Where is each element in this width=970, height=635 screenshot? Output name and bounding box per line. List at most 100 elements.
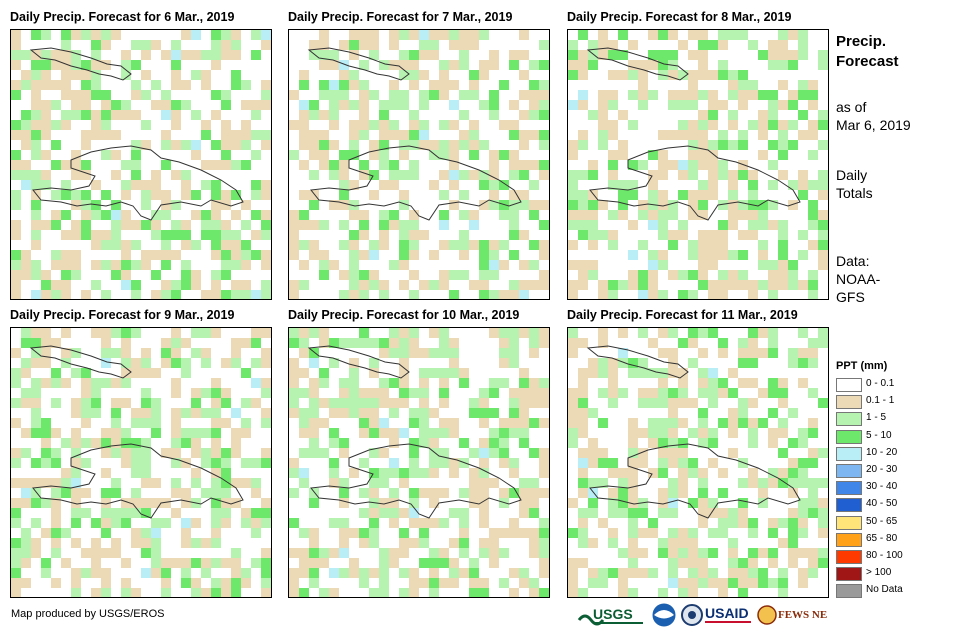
- precip-cell: [309, 388, 319, 398]
- precip-cell: [568, 398, 578, 408]
- precip-cell: [151, 478, 161, 488]
- precip-cell: [201, 160, 211, 170]
- precip-cell: [409, 130, 419, 140]
- precip-cell: [81, 70, 91, 80]
- precip-cell: [261, 220, 271, 230]
- precip-cell: [399, 398, 409, 408]
- precip-cell: [11, 368, 21, 378]
- precip-cell: [241, 160, 251, 170]
- precip-cell: [131, 150, 141, 160]
- precip-cell: [808, 180, 818, 190]
- precip-cell: [191, 408, 201, 418]
- precip-cell: [21, 140, 31, 150]
- precip-cell: [608, 150, 618, 160]
- precip-cell: [309, 140, 319, 150]
- precip-cell: [241, 458, 251, 468]
- precip-cell: [191, 348, 201, 358]
- precip-cell: [261, 568, 271, 578]
- precip-cell: [718, 588, 728, 597]
- precip-cell: [409, 328, 419, 338]
- precip-cell: [608, 170, 618, 180]
- precip-cell: [608, 100, 618, 110]
- precip-cell: [201, 290, 211, 299]
- coastline: [29, 47, 132, 81]
- precip-cell: [509, 408, 519, 418]
- precip-cell: [698, 548, 708, 558]
- precip-cell: [429, 80, 439, 90]
- precip-cell: [191, 428, 201, 438]
- precip-cell: [708, 180, 718, 190]
- precip-cell: [141, 528, 151, 538]
- precip-cell: [419, 428, 429, 438]
- precip-cell: [748, 220, 758, 230]
- precip-cell: [51, 140, 61, 150]
- precip-cell: [469, 398, 479, 408]
- precip-cell: [499, 438, 509, 448]
- precip-cell: [708, 498, 718, 508]
- precip-cell: [171, 170, 181, 180]
- precip-cell: [231, 338, 241, 348]
- precip-cell: [131, 528, 141, 538]
- precip-cell: [11, 60, 21, 70]
- precip-cell: [211, 220, 221, 230]
- precip-cell: [768, 328, 778, 338]
- precip-cell: [151, 180, 161, 190]
- precip-cell: [31, 70, 41, 80]
- precip-cell: [678, 468, 688, 478]
- precip-cell: [628, 180, 638, 190]
- precip-cell: [181, 538, 191, 548]
- precip-cell: [11, 170, 21, 180]
- legend-swatch: [836, 550, 862, 564]
- precip-cell: [201, 50, 211, 60]
- precip-cell: [788, 50, 798, 60]
- precip-cell: [519, 230, 529, 240]
- precip-cell: [171, 478, 181, 488]
- precip-cell: [171, 60, 181, 70]
- precip-cell: [439, 368, 449, 378]
- precip-cell: [201, 568, 211, 578]
- precip-cell: [181, 80, 191, 90]
- precip-cell: [21, 180, 31, 190]
- coastline: [310, 443, 522, 519]
- precip-cell: [71, 90, 81, 100]
- precip-cell: [201, 358, 211, 368]
- precip-cell: [688, 558, 698, 568]
- precip-cell: [359, 458, 369, 468]
- precip-cell: [221, 150, 231, 160]
- precip-cell: [638, 508, 648, 518]
- precip-cell: [31, 548, 41, 558]
- precip-cell: [339, 488, 349, 498]
- precip-cell: [389, 328, 399, 338]
- precip-cell: [171, 328, 181, 338]
- precip-cell: [261, 358, 271, 368]
- precip-cell: [409, 518, 419, 528]
- precip-cell: [489, 528, 499, 538]
- precip-cell: [708, 230, 718, 240]
- precip-cell: [808, 90, 818, 100]
- precip-cell: [111, 348, 121, 358]
- precip-cell: [568, 100, 578, 110]
- precip-cell: [648, 260, 658, 270]
- precip-cell: [658, 200, 668, 210]
- precip-cell: [608, 240, 618, 250]
- precip-cell: [31, 538, 41, 548]
- legend-swatch: [836, 515, 862, 530]
- precip-cell: [808, 130, 818, 140]
- precip-cell: [211, 408, 221, 418]
- precip-cell: [211, 458, 221, 468]
- precip-cell: [81, 100, 91, 110]
- precip-cell: [349, 200, 359, 210]
- precip-cell: [409, 230, 419, 240]
- precip-cell: [101, 120, 111, 130]
- precip-cell: [51, 210, 61, 220]
- precip-cell: [71, 50, 81, 60]
- precip-cell: [201, 388, 211, 398]
- precip-cell: [708, 170, 718, 180]
- precip-cell: [41, 120, 51, 130]
- precip-cell: [369, 170, 379, 180]
- precip-cell: [121, 558, 131, 568]
- precip-cell: [668, 70, 678, 80]
- precip-cell: [449, 508, 459, 518]
- precip-cell: [688, 538, 698, 548]
- precip-cell: [688, 50, 698, 60]
